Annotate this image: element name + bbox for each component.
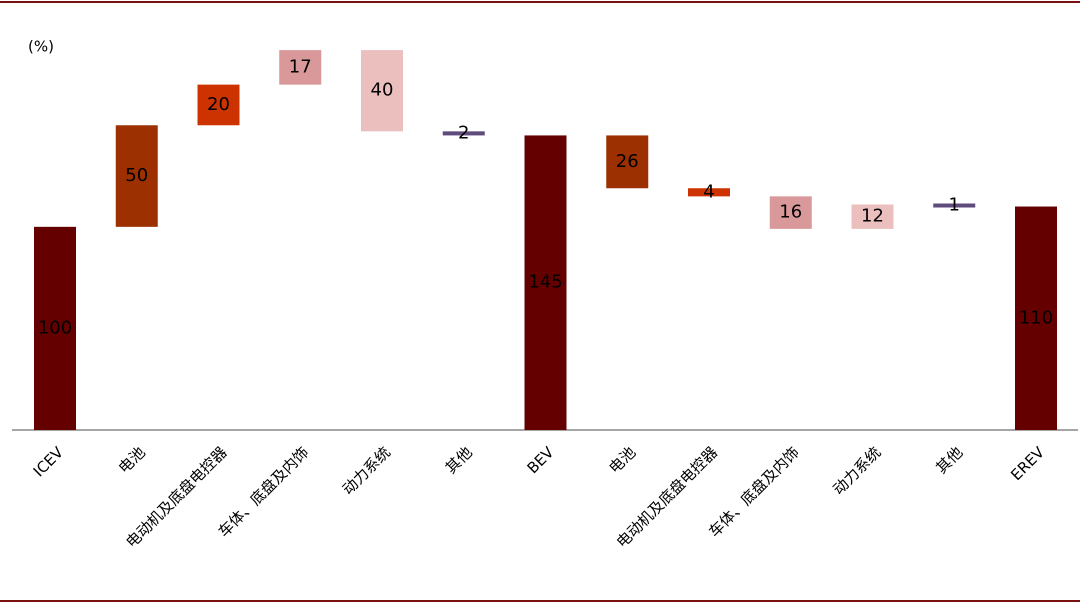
bar [279, 50, 322, 85]
x-tick-label: 其他 [442, 443, 476, 477]
bar [361, 50, 403, 132]
value-label: 145 [528, 272, 562, 293]
value-label: 17 [289, 56, 312, 77]
value-label: 100 [38, 317, 72, 338]
bar [115, 125, 158, 227]
bar [197, 84, 240, 126]
bar [933, 203, 976, 208]
bar [851, 204, 894, 229]
bar [1015, 206, 1057, 430]
x-tick-label: 电池 [605, 443, 639, 477]
x-tick-label: ICEV [30, 443, 68, 481]
bar [442, 131, 485, 136]
x-tick-label: 车体、底盘及内饰 [215, 443, 313, 541]
value-label: 20 [207, 94, 230, 115]
value-label: 110 [1019, 307, 1053, 328]
x-tick-label: 其他 [932, 443, 966, 477]
unit-label: (%) [28, 38, 54, 56]
x-tick-label: EREV [1007, 443, 1048, 484]
bar [524, 135, 567, 430]
bar [606, 135, 649, 189]
value-label: 40 [371, 80, 394, 101]
bar [34, 226, 76, 430]
value-label: 4 [703, 181, 714, 202]
value-label: 12 [861, 206, 884, 227]
x-tick-label: 动力系统 [829, 443, 884, 498]
bar [769, 196, 812, 229]
value-label: 26 [616, 151, 639, 172]
bar [688, 188, 730, 197]
x-tick-label: 动力系统 [339, 443, 394, 498]
value-label: 2 [458, 122, 469, 143]
x-tick-label: BEV [524, 443, 558, 477]
x-tick-label: 电池 [115, 443, 149, 477]
x-tick-label: 车体、底盘及内饰 [705, 443, 803, 541]
value-label: 1 [949, 195, 960, 216]
value-label: 50 [125, 165, 148, 186]
value-label: 16 [779, 202, 802, 223]
